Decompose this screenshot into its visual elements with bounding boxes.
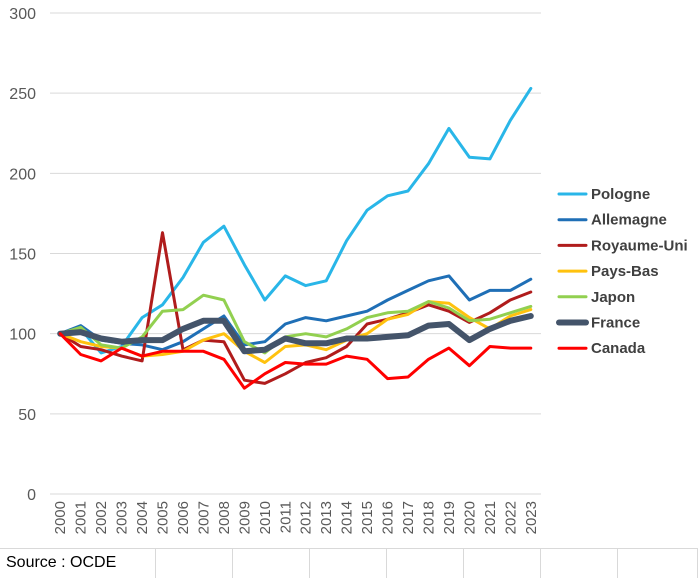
legend-label-royaume-uni: Royaume-Uni xyxy=(591,237,688,254)
x-tick-label: 2000 xyxy=(52,501,69,534)
legend-label-japon: Japon xyxy=(591,289,635,306)
y-tick-label: 250 xyxy=(9,86,36,103)
x-tick-label: 2011 xyxy=(277,501,294,533)
legend-label-pays-bas: Pays-Bas xyxy=(591,263,659,280)
x-tick-label: 2013 xyxy=(318,501,335,534)
x-tick-label: 2004 xyxy=(134,501,151,534)
y-tick-label: 100 xyxy=(9,327,36,344)
legend-label-france: France xyxy=(591,315,640,332)
footer-cell xyxy=(618,549,698,578)
y-tick-label: 0 xyxy=(27,487,36,504)
series-line-canada xyxy=(58,332,533,390)
footer-row: Source : OCDE xyxy=(0,548,698,578)
footer-cell xyxy=(310,549,387,578)
x-tick-label: 2020 xyxy=(461,501,478,534)
y-tick-label: 300 xyxy=(9,6,36,23)
x-tick-label: 2006 xyxy=(175,501,192,534)
x-tick-label: 2017 xyxy=(400,501,417,534)
legend: Pologne Allemagne Royaume-Uni Pays-Bas Japon… xyxy=(556,186,688,357)
footer-cell xyxy=(541,549,618,578)
x-tick-label: 2008 xyxy=(216,501,233,534)
series-line-france xyxy=(57,313,534,355)
x-tick-label: 2001 xyxy=(73,501,90,534)
x-tick-label: 2007 xyxy=(195,501,212,534)
x-tick-label: 2016 xyxy=(380,501,397,534)
y-tick-label: 50 xyxy=(18,407,36,424)
y-axis: 0 50 100 150 200 250 300 xyxy=(9,6,36,504)
footer-cell xyxy=(0,549,156,578)
series-line-pologne xyxy=(58,86,533,355)
x-tick-label: 2022 xyxy=(502,501,519,534)
x-tick-label: 2012 xyxy=(298,501,315,534)
x-tick-label: 2002 xyxy=(93,501,110,534)
x-tick-label: 2010 xyxy=(257,501,274,534)
x-tick-label: 2003 xyxy=(114,501,131,534)
x-tick-label: 2009 xyxy=(236,501,253,534)
legend-label-allemagne: Allemagne xyxy=(591,212,667,229)
x-tick-label: 2015 xyxy=(359,501,376,534)
footer-cell xyxy=(387,549,464,578)
legend-label-canada: Canada xyxy=(591,340,646,357)
series-line-royaume-uni xyxy=(58,231,533,385)
source-note: Source : OCDE xyxy=(6,554,117,571)
x-tick-label: 2014 xyxy=(339,501,356,534)
legend-label-pologne: Pologne xyxy=(591,186,650,203)
footer-cell xyxy=(464,549,541,578)
footer-cell xyxy=(233,549,310,578)
y-tick-label: 200 xyxy=(9,166,36,183)
x-tick-label: 2019 xyxy=(441,501,458,534)
grid-lines xyxy=(50,12,541,495)
series-line-allemagne xyxy=(58,274,533,352)
x-tick-label: 2005 xyxy=(155,501,172,534)
series-lines xyxy=(57,86,534,390)
footer-cell xyxy=(156,549,233,578)
y-tick-label: 150 xyxy=(9,247,36,264)
x-tick-label: 2018 xyxy=(420,501,437,534)
x-tick-label: 2023 xyxy=(523,501,540,534)
x-tick-label: 2021 xyxy=(482,501,499,534)
x-axis: 2000 2001 2002 2003 2004 2005 2006 2007 2008 2009… xyxy=(52,501,540,534)
